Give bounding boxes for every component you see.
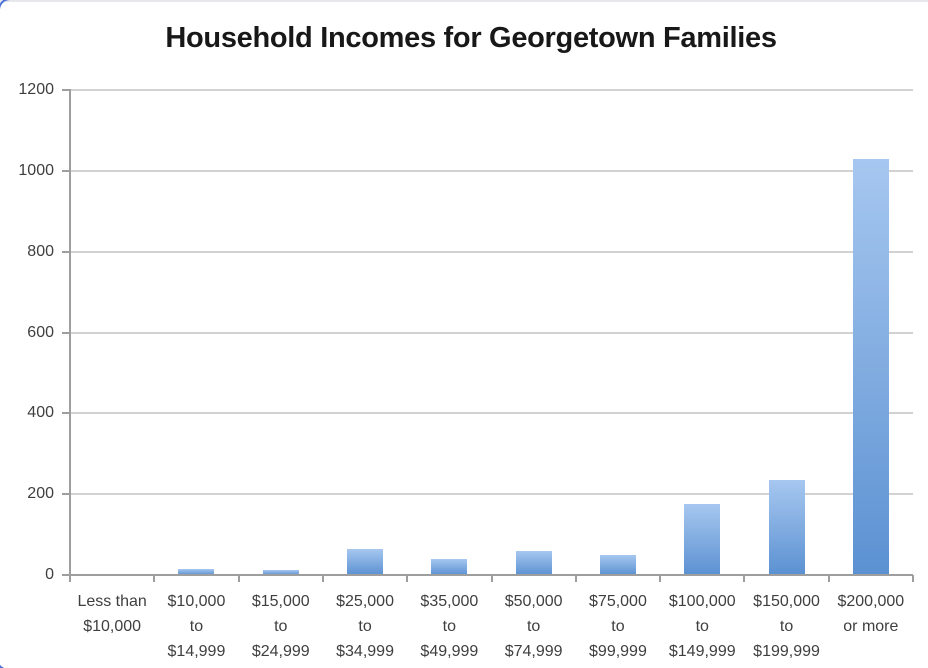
gridline-400: [70, 412, 913, 415]
bar-$150,000 to $199,999: [768, 480, 805, 575]
x-axis-label-line: $50,000: [504, 593, 563, 610]
gridline-600: [70, 331, 913, 334]
y-axis-label-200: 200: [27, 485, 54, 503]
gridline-200: [70, 493, 913, 496]
top-edge-line: [0, 0, 928, 2]
x-axis-tick-4: [406, 575, 409, 582]
y-axis-tick-1000: [62, 169, 71, 172]
x-axis-label-line: to: [442, 618, 457, 635]
bar-$75,000 to $99,999: [599, 554, 636, 575]
gridline-1200: [70, 89, 913, 91]
chart-title: Household Incomes for Georgetown Familie…: [165, 22, 777, 54]
x-axis-tick-5: [490, 575, 493, 582]
x-axis-label-line: $15,000: [251, 593, 310, 610]
rounded-border-corner-bottom-left: [0, 656, 6, 668]
y-axis-label-0: 0: [45, 566, 54, 583]
y-axis-tick-800: [62, 250, 71, 253]
x-axis-tick-10: [912, 575, 914, 582]
x-axis-label-line: to: [779, 618, 794, 635]
y-axis-label-800: 800: [27, 242, 54, 260]
x-axis-label-$15,000 to $24,999: $15,000 to $24,999: [236, 589, 326, 664]
x-axis-label-$10,000 to $14,999: $10,000 to $14,999: [151, 589, 241, 664]
gridline-800: [70, 250, 913, 253]
y-axis-tick-200: [62, 493, 71, 496]
bar-$15,000 to $24,999: [262, 570, 299, 575]
x-axis-tick-6: [574, 575, 577, 582]
y-axis-line: [69, 90, 71, 577]
x-axis-label-$25,000 to $34,999: $25,000 to $34,999: [320, 589, 410, 664]
y-axis-tick-1200: [62, 89, 71, 91]
x-axis-tick-3: [321, 575, 324, 582]
x-axis-label-$200,000 or more: $200,000 or more: [826, 589, 916, 639]
y-axis-tick-0: [62, 574, 71, 576]
x-axis-label-line: $10,000: [167, 593, 226, 610]
x-axis-label-line: $100,000: [668, 593, 736, 610]
x-axis-label-line: to: [274, 618, 288, 635]
x-axis-label-line: $75,000: [589, 593, 647, 610]
x-axis-label-line: $24,999: [251, 643, 310, 660]
x-axis-label-line: $34,999: [336, 643, 394, 660]
x-axis-label-line: or more: [843, 618, 899, 635]
x-axis-label-line: Less than: [77, 593, 147, 610]
x-axis-label-line: to: [189, 618, 204, 635]
y-axis-tick-600: [62, 331, 71, 334]
x-axis-label-$150,000 to $199,999: $150,000 to $199,999: [742, 589, 832, 664]
x-axis-tick-2: [237, 575, 240, 582]
x-axis-label-line: to: [358, 618, 372, 635]
x-axis-tick-1: [153, 575, 156, 582]
x-axis-label-line: $25,000: [336, 593, 394, 610]
x-axis-label-line: $150,000: [753, 593, 820, 610]
x-axis-label-line: to: [611, 618, 625, 635]
x-axis-label-line: $74,999: [504, 643, 563, 660]
x-axis-tick-8: [743, 575, 746, 582]
x-axis-tick-7: [659, 575, 662, 582]
rounded-border-corner-top-left: [0, 0, 14, 14]
x-axis-label-Less than $10,000: Less than $10,000: [67, 589, 157, 639]
y-axis-label-400: 400: [27, 404, 54, 422]
y-axis-tick-400: [62, 412, 71, 415]
x-axis-label-line: $14,999: [167, 643, 226, 660]
x-axis-label-line: $49,999: [420, 643, 479, 660]
bar-$35,000 to $49,999: [431, 558, 468, 575]
bar-$25,000 to $34,999: [347, 548, 384, 575]
x-axis-label-$100,000 to $149,999: $100,000 to $149,999: [657, 589, 747, 664]
y-axis-label-600: 600: [27, 323, 54, 341]
x-axis-label-line: $200,000: [837, 593, 905, 610]
y-axis-label-1000: 1000: [18, 161, 54, 179]
x-axis-tick-0: [69, 575, 71, 582]
x-axis-label-line: $35,000: [420, 593, 479, 610]
x-axis-label-$75,000 to $99,999: $75,000 to $99,999: [573, 589, 663, 664]
x-axis-label-$50,000 to $74,999: $50,000 to $74,999: [489, 589, 579, 664]
x-axis-label-$35,000 to $49,999: $35,000 to $49,999: [404, 589, 494, 664]
x-axis-label-line: $10,000: [83, 618, 142, 635]
x-axis-tick-9: [827, 575, 830, 582]
x-axis-label-line: $99,999: [589, 643, 647, 660]
gridline-1000: [70, 169, 913, 172]
x-axis-label-line: to: [695, 618, 709, 635]
x-axis-label-line: $199,999: [753, 643, 820, 660]
x-axis-label-line: to: [526, 618, 541, 635]
bar-$100,000 to $149,999: [684, 504, 721, 575]
x-axis-label-line: $149,999: [668, 643, 736, 660]
bar-$10,000 to $14,999: [178, 568, 215, 575]
bar-$50,000 to $74,999: [515, 550, 552, 575]
y-axis-label-1200: 1200: [18, 81, 54, 98]
bar-$200,000 or more: [852, 158, 889, 575]
